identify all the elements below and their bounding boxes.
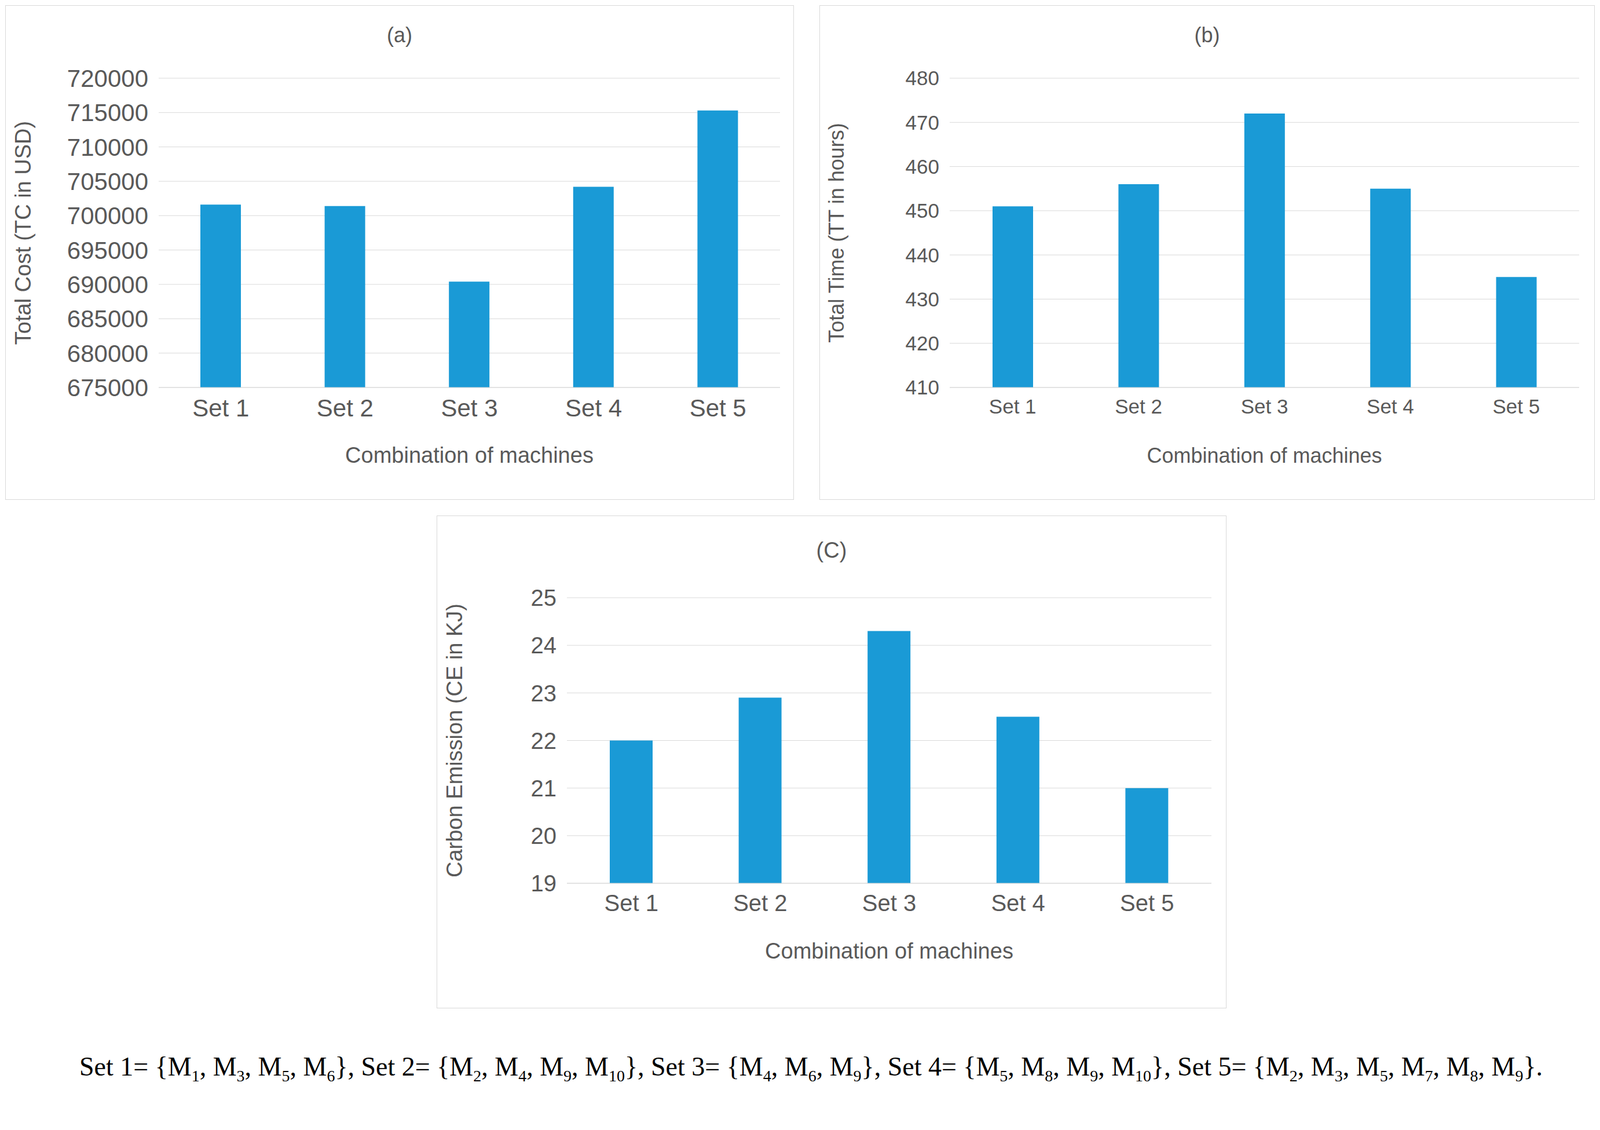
svg-text:675000: 675000	[67, 374, 149, 402]
svg-text:685000: 685000	[67, 305, 149, 333]
svg-text:Combination of machines: Combination of machines	[345, 442, 594, 468]
svg-text:690000: 690000	[67, 271, 149, 299]
svg-text:710000: 710000	[67, 133, 149, 161]
svg-text:480: 480	[905, 66, 940, 90]
svg-text:24: 24	[531, 632, 558, 658]
svg-text:19: 19	[531, 870, 558, 896]
svg-text:Carbon Emission (CE in KJ): Carbon Emission (CE in KJ)	[442, 603, 467, 878]
svg-text:Set 2: Set 2	[316, 394, 374, 422]
svg-text:Set 1: Set 1	[192, 394, 250, 422]
svg-text:715000: 715000	[67, 99, 149, 127]
svg-text:440: 440	[905, 243, 940, 267]
svg-text:21: 21	[531, 775, 558, 801]
svg-text:705000: 705000	[67, 167, 149, 196]
svg-text:Set 4: Set 4	[1366, 394, 1415, 418]
svg-text:680000: 680000	[67, 339, 149, 368]
svg-text:Combination of machines: Combination of machines	[1146, 443, 1382, 468]
svg-text:Total Cost (TC in USD): Total Cost (TC in USD)	[11, 121, 36, 345]
svg-text:450: 450	[905, 199, 940, 222]
svg-text:460: 460	[905, 155, 940, 178]
svg-text:20: 20	[531, 822, 558, 849]
svg-text:Combination of machines: Combination of machines	[764, 938, 1014, 964]
svg-text:Total Time (TT in hours): Total Time (TT in hours)	[824, 122, 849, 343]
svg-text:Set 5: Set 5	[689, 394, 747, 422]
svg-text:Set 3: Set 3	[1240, 394, 1289, 418]
html-text:Set 1= {M1, M3, M5, M6}, Set 2: Set 1= {M1, M3, M5, M6}, Set 2= {M2, M4,…	[79, 1051, 1543, 1085]
svg-text:Set 4: Set 4	[990, 890, 1045, 916]
svg-text:22: 22	[531, 727, 558, 754]
svg-text:470: 470	[905, 111, 940, 134]
svg-text:720000: 720000	[67, 64, 149, 93]
svg-text:410: 410	[905, 375, 940, 399]
svg-text:Set 3: Set 3	[440, 394, 498, 422]
svg-text:Set 1: Set 1	[989, 394, 1037, 418]
html-text:(C): (C)	[816, 537, 847, 563]
html-text:(b): (b)	[1194, 23, 1220, 47]
svg-text:420: 420	[905, 331, 940, 355]
svg-text:25: 25	[531, 584, 558, 611]
svg-text:Set 2: Set 2	[733, 890, 787, 916]
svg-text:Set 5: Set 5	[1119, 890, 1174, 916]
svg-text:700000: 700000	[67, 202, 149, 230]
svg-text:Set 2: Set 2	[1114, 394, 1163, 418]
svg-text:23: 23	[531, 680, 558, 706]
svg-text:430: 430	[905, 287, 940, 311]
svg-text:695000: 695000	[67, 236, 149, 265]
svg-text:Set 3: Set 3	[862, 890, 917, 916]
svg-text:Set 4: Set 4	[565, 394, 622, 422]
svg-text:Set 1: Set 1	[604, 890, 659, 916]
html-text:(a): (a)	[386, 23, 413, 47]
svg-text:Set 5: Set 5	[1492, 394, 1540, 418]
